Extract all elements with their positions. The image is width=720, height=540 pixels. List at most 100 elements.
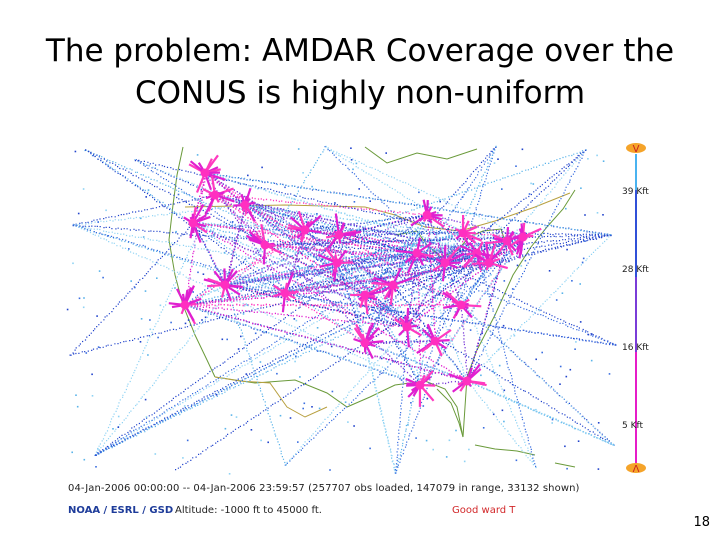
amdar-coverage-map[interactable] — [65, 145, 620, 477]
observation-dot — [490, 274, 492, 276]
observation-dot — [493, 162, 496, 164]
observation-dot — [414, 304, 417, 306]
airport-hub — [388, 280, 398, 290]
observation-dot — [413, 297, 416, 300]
observation-dot — [439, 258, 441, 261]
observation-dot — [524, 259, 527, 262]
observation-dot — [502, 324, 505, 327]
observation-dot — [417, 375, 419, 378]
observation-dot — [142, 236, 145, 238]
airport-hub — [260, 240, 270, 250]
observation-dot — [246, 304, 249, 306]
observation-dot — [581, 261, 584, 264]
observation-dot — [501, 409, 504, 412]
observation-dot — [350, 159, 353, 161]
altitude-color-bar: V Λ — [626, 143, 646, 475]
observation-dot — [96, 315, 98, 317]
observation-dot — [369, 447, 371, 450]
legend-label-16kft: 16 Kft — [622, 343, 649, 353]
observation-dot — [344, 293, 346, 296]
observation-dot — [237, 348, 240, 350]
observation-dot — [91, 395, 94, 397]
observation-dot — [228, 473, 231, 475]
observation-dot — [426, 397, 429, 400]
altitude-range: Altitude: -1000 ft to 45000 ft. — [175, 505, 322, 516]
observation-dot — [140, 318, 143, 320]
observation-dot — [490, 225, 492, 227]
observation-dot — [183, 405, 186, 407]
observation-dot — [299, 376, 301, 378]
observation-dot — [498, 364, 501, 367]
observation-dot — [175, 230, 177, 233]
page-number: 18 — [693, 515, 710, 530]
observation-dot — [213, 233, 215, 236]
observation-dot — [383, 213, 385, 215]
airport-hub — [462, 376, 472, 386]
observation-dot — [369, 200, 371, 202]
observation-dot — [428, 260, 431, 263]
observation-dot — [303, 402, 306, 405]
observation-dot — [524, 220, 527, 223]
observation-dot — [144, 398, 147, 401]
observation-dot — [258, 209, 261, 211]
observation-dot — [316, 327, 319, 329]
observation-dot — [102, 276, 104, 279]
top-range-handle[interactable]: V — [626, 143, 646, 155]
observation-dot — [439, 200, 441, 203]
observation-dot — [140, 217, 142, 220]
observation-dot — [511, 288, 514, 290]
observation-dot — [535, 358, 537, 361]
observation-dot — [551, 422, 553, 424]
observation-dot — [305, 247, 308, 249]
observation-dot — [587, 158, 589, 160]
florida-peninsula — [436, 388, 464, 438]
airport-hub — [180, 300, 190, 310]
observation-dot — [596, 154, 598, 157]
observation-dot — [422, 405, 425, 407]
observation-dot — [224, 427, 227, 430]
observation-dot — [602, 214, 604, 216]
observation-dot — [503, 420, 505, 423]
observation-dot — [159, 304, 162, 307]
observation-dot — [107, 235, 109, 237]
flight-track — [225, 284, 287, 466]
observation-dot — [447, 228, 449, 230]
observation-dot — [71, 451, 73, 454]
observation-dot — [247, 174, 249, 177]
observation-dot — [352, 168, 354, 171]
legend-label-39kft: 39 Kft — [622, 187, 649, 197]
observation-dot — [302, 172, 304, 174]
observation-dot — [492, 370, 494, 373]
bottom-range-handle[interactable]: Λ — [626, 463, 646, 475]
airport-hub — [300, 225, 310, 235]
observation-dot — [462, 267, 465, 269]
observation-dot — [97, 221, 99, 223]
caribbean-islands — [474, 444, 576, 468]
airport-hub — [458, 228, 468, 238]
observation-dot — [469, 329, 472, 331]
airport-hub — [484, 258, 494, 268]
airport-hub — [456, 300, 466, 310]
observation-dot — [382, 223, 385, 225]
airport-hubs — [168, 154, 542, 407]
slide-title: The problem: AMDAR Coverage over the CON… — [0, 30, 720, 114]
observation-dot — [481, 332, 483, 335]
observation-dot — [170, 321, 172, 324]
observation-dot — [97, 447, 99, 450]
legend-label-5kft: 5 Kft — [622, 421, 644, 431]
observation-dot — [492, 413, 495, 416]
flight-track — [394, 262, 446, 474]
observation-dot — [254, 332, 257, 335]
observation-dot — [561, 292, 564, 294]
airport-hub — [200, 168, 210, 178]
observation-dot — [350, 147, 352, 149]
observation-dot — [82, 188, 85, 190]
observation-dot — [329, 469, 331, 471]
observation-dot — [112, 428, 114, 430]
observation-dot — [261, 166, 263, 169]
east-coastline — [462, 189, 576, 438]
airport-hub — [220, 280, 230, 290]
author-credit: Good ward T — [452, 505, 516, 516]
observation-dot — [316, 213, 318, 215]
observation-dot — [250, 429, 253, 431]
